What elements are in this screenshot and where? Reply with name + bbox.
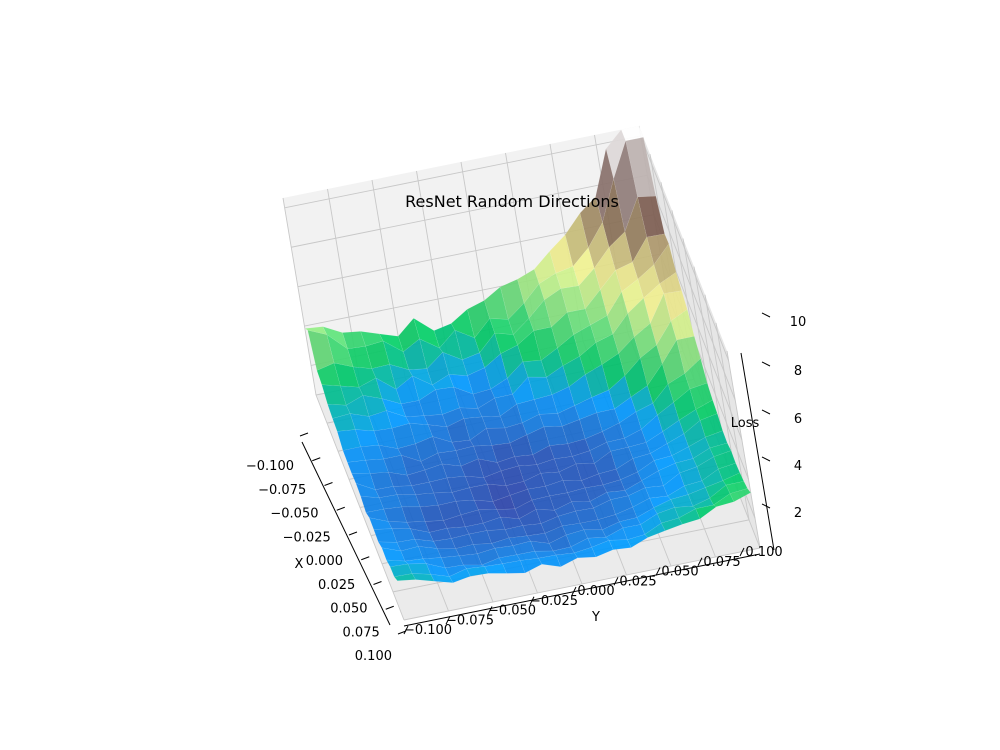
surface-patch: [555, 552, 578, 567]
z-tick-label: 2: [794, 506, 802, 521]
y-tick-label: 0.100: [745, 545, 782, 560]
gridline-y-back: [282, 197, 317, 396]
loss-surface: [304, 125, 752, 584]
x-tick-mark: [361, 556, 370, 561]
z-tick-mark: [761, 312, 771, 318]
x-axis-label: X: [295, 557, 304, 572]
x-tick-mark: [299, 432, 309, 437]
z-tick-mark: [761, 361, 771, 367]
surface-patch: [608, 539, 632, 550]
y-tick-mark: [487, 606, 493, 615]
x-tick-label: −0.050: [270, 507, 318, 522]
x-tick-label: 0.100: [355, 649, 392, 664]
y-tick-label: −0.025: [530, 594, 578, 609]
gridline-y-floor: [315, 394, 405, 621]
z-tick-label: 6: [794, 412, 802, 427]
y-tick-mark: [571, 586, 577, 596]
y-tick-mark: [655, 567, 661, 576]
x-tick-mark: [336, 506, 345, 511]
z-tick-mark: [761, 503, 771, 509]
z-tick-label: 10: [790, 315, 807, 330]
z-tick-mark: [761, 409, 771, 415]
y-tick-label: 0.025: [619, 574, 656, 589]
x-tick-mark: [312, 457, 321, 462]
y-axis-line: [403, 553, 761, 627]
y-tick-label: −0.075: [446, 613, 494, 628]
x-tick-label: 0.000: [306, 554, 343, 569]
chart-title: ResNet Random Directions: [405, 192, 619, 211]
z-tick-label: 8: [794, 364, 802, 379]
gridline-x-right: [726, 350, 761, 549]
y-tick-mark: [403, 625, 409, 635]
x-tick-label: 0.050: [330, 602, 367, 617]
surface-patch: [520, 557, 543, 574]
x-tick-label: −0.075: [258, 483, 306, 498]
x-tick-label: −0.025: [283, 530, 331, 545]
gridline-z-back: [291, 174, 648, 248]
x-tick-label: 0.075: [343, 625, 380, 640]
y-tick-label: −0.100: [404, 623, 452, 638]
x-tick-mark: [385, 605, 394, 610]
gridline-z-back: [284, 135, 641, 209]
y-axis-label: Y: [591, 610, 600, 625]
surface-patch: [411, 573, 435, 582]
z-axis-label: Loss: [731, 416, 760, 431]
y-tick-mark: [529, 596, 535, 605]
gridline-z-right: [646, 175, 736, 401]
surface-patch: [573, 547, 597, 559]
gridline-z-right: [640, 135, 730, 362]
x-tick-mark: [397, 630, 407, 635]
z-tick-mark: [761, 456, 771, 462]
x-tick-mark: [324, 482, 333, 486]
y-tick-mark: [445, 616, 451, 625]
z-tick-label: 4: [794, 459, 802, 474]
y-tick-label: 0.075: [703, 555, 740, 570]
y-tick-mark: [697, 557, 703, 566]
x-tick-label: 0.025: [318, 578, 355, 593]
y-tick-label: −0.050: [488, 604, 536, 619]
tick-labels: −0.100−0.075−0.050−0.0250.0000.0250.0500…: [246, 312, 807, 664]
y-tick-mark: [613, 577, 619, 586]
y-tick-label: 0.050: [661, 565, 698, 580]
x-tick-mark: [348, 531, 358, 536]
surface-patch: [729, 488, 752, 503]
x-tick-mark: [373, 581, 382, 585]
z-axis-line: [740, 352, 775, 551]
surface-patch: [393, 573, 416, 581]
axis-lines: [301, 352, 775, 627]
y-tick-label: 0.000: [577, 584, 614, 599]
y-tick-mark: [739, 547, 745, 557]
x-axis-line: [301, 441, 391, 626]
x-tick-label: −0.100: [246, 459, 294, 474]
